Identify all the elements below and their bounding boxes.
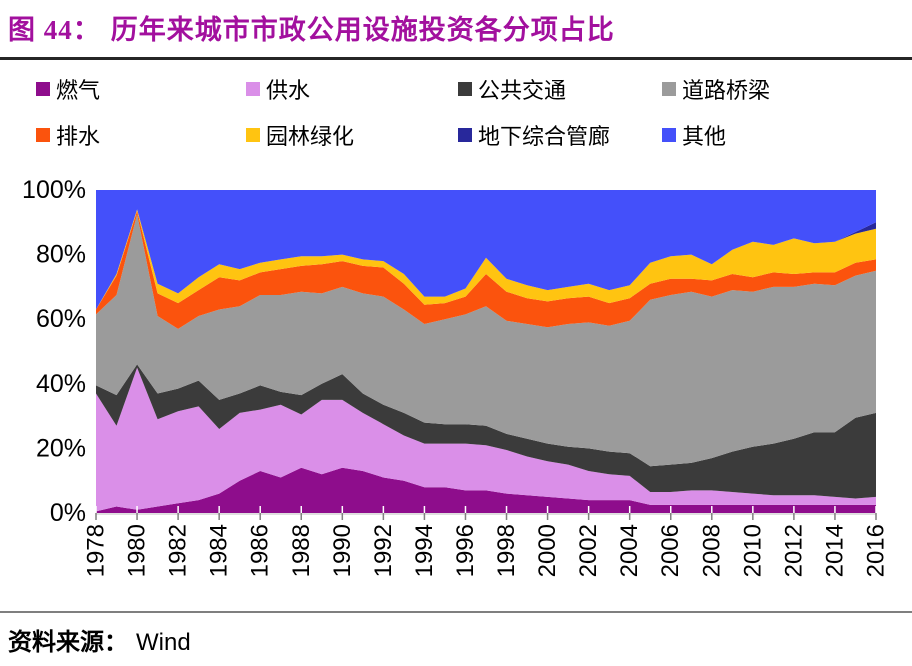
x-axis-label: 2016 [863,524,890,577]
legend-label: 排水 [56,124,101,149]
area-layer-public-transit [96,364,876,499]
legend-swatch-gas [36,82,50,96]
legend-swatch-landscaping [246,128,260,142]
legend-label: 地下综合管廊 [478,124,611,149]
x-axis-label: 2012 [780,524,807,577]
y-axis-label: 80% [36,241,86,269]
x-axis-label: 1984 [206,524,233,577]
legend-item-landscaping: 园林绿化 [246,123,354,149]
x-axis-label: 1994 [411,524,438,577]
legend-label: 园林绿化 [266,124,355,149]
area-layer-drainage [96,211,876,329]
y-axis-label: 40% [36,370,86,398]
x-axis-label: 1988 [288,524,315,577]
x-axis-label: 1996 [452,524,479,577]
legend-swatch-drainage [36,128,50,142]
source-value: Wind [136,629,191,656]
legend-label: 道路桥梁 [682,78,771,103]
area-layer-other [96,190,876,310]
legend-item-gas: 燃气 [36,77,100,103]
figure-name: 历年来城市市政公用设施投资各分项占比 [110,15,615,45]
legend-swatch-other [662,128,676,142]
x-axis-label: 1982 [165,524,192,577]
x-axis-label: 2014 [821,524,848,577]
x-axis-label: 2000 [534,524,561,577]
legend-item-roads-bridges: 道路桥梁 [662,77,770,103]
x-axis-label: 2006 [657,524,684,577]
x-axis-label: 2004 [616,524,643,577]
x-axis-label: 1998 [493,524,520,577]
y-axis-label: 100% [22,176,86,204]
y-axis-label: 20% [36,434,86,462]
x-axis-label: 1990 [329,524,356,577]
area-layer-water-supply [96,367,876,512]
legend-swatch-water-supply [246,82,260,96]
x-axis-label: 1980 [124,524,151,577]
legend-item-other: 其他 [662,123,726,149]
legend-swatch-utility-tunnel [458,128,472,142]
x-axis-label: 1986 [247,524,274,577]
header-divider [0,57,912,60]
legend-swatch-roads-bridges [662,82,676,96]
source-label: 资料来源： [8,630,128,656]
legend-label: 燃气 [56,78,101,103]
y-axis-label: 60% [36,305,86,333]
source-line: 资料来源： Wind [8,622,191,657]
legend-item-public-transit: 公共交通 [458,77,566,103]
footer-divider [0,611,912,613]
legend-label: 供水 [266,78,311,103]
chart-legend: 燃气 供水 公共交通 道路桥梁排水 园林绿化 地下综合管廊 其他 [0,0,912,170]
x-axis-label: 2002 [575,524,602,577]
figure-number: 图 44： [8,15,101,45]
figure-title: 图 44： 历年来城市市政公用设施投资各分项占比 [8,8,615,47]
legend-label: 公共交通 [478,78,567,103]
legend-swatch-public-transit [458,82,472,96]
x-axis-label: 1978 [83,524,110,577]
legend-label: 其他 [682,124,727,149]
x-axis-label: 2008 [698,524,725,577]
legend-item-drainage: 排水 [36,123,100,149]
legend-item-utility-tunnel: 地下综合管廊 [458,123,610,149]
y-axis-label: 0% [50,499,86,527]
x-axis-label: 1992 [370,524,397,577]
area-layer-roads-bridges [96,214,876,467]
x-axis-label: 2010 [739,524,766,577]
legend-item-water-supply: 供水 [246,77,310,103]
area-layer-landscaping [96,209,876,310]
